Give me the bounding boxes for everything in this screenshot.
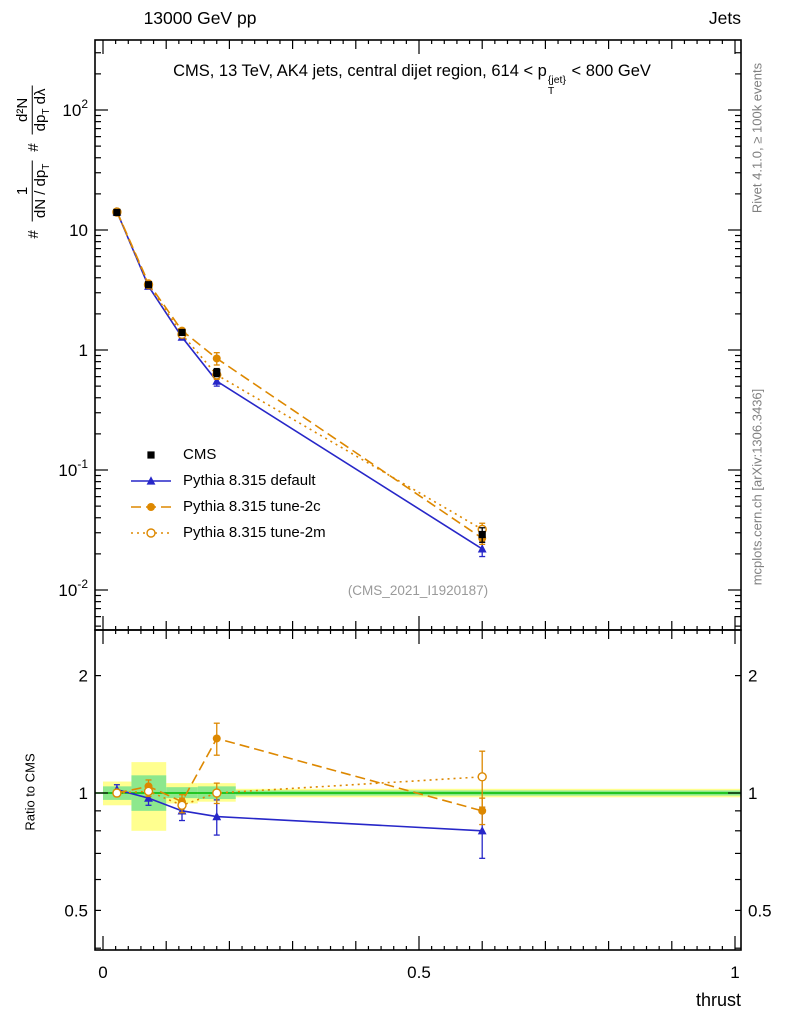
series-cms	[113, 208, 486, 543]
svg-text:0.5: 0.5	[748, 901, 772, 920]
svg-text:10-2: 10-2	[58, 577, 88, 600]
x-axis-label: thrust	[695, 990, 741, 1010]
svg-text:1: 1	[79, 341, 88, 360]
legend-label: Pythia 8.315 tune-2c	[183, 498, 321, 515]
series-pythia-8-315-tune-2m	[112, 750, 487, 814]
legend-item: Pythia 8.315 tune-2c	[128, 495, 326, 518]
svg-text:0.5: 0.5	[64, 901, 88, 920]
mcplots-arxiv-note: mcplots.cern.ch [arXiv:1306.3436]	[749, 388, 765, 586]
svg-text:102: 102	[62, 97, 88, 120]
legend-item: Pythia 8.315 tune-2m	[128, 521, 326, 544]
legend-marker-square-icon	[147, 450, 155, 459]
rivet-version-note: Rivet 4.1.0, ≥ 100k events	[749, 62, 765, 214]
hash-symbol: #	[24, 230, 42, 239]
svg-text:1: 1	[79, 784, 88, 803]
legend-label: CMS	[183, 446, 217, 463]
pt-jet-symbol: {jet} T	[547, 74, 566, 98]
header-beam-energy: 13000 GeV pp	[143, 8, 257, 28]
svg-text:10-1: 10-1	[58, 457, 88, 480]
svg-text:2: 2	[79, 667, 88, 686]
tick-labels: 102 10 1 10-1 10-2 2 2 1 1 0.5 0.5 0 0.5 1	[58, 97, 771, 982]
hash-symbol: #	[24, 143, 42, 152]
title-suffix: < 800 GeV	[566, 62, 651, 80]
plot-title: CMS, 13 TeV, AK4 jets, central dijet reg…	[78, 62, 746, 97]
svg-text:2: 2	[748, 667, 757, 686]
ratio-uncertainty-bands	[95, 762, 741, 831]
legend-marker-circle-icon	[131, 502, 171, 511]
main-y-axis-label: # 1 dN / dpT # d²N dpT dλ	[14, 85, 51, 239]
svg-text:0: 0	[98, 963, 107, 982]
legend-label: Pythia 8.315 tune-2m	[183, 524, 326, 541]
analysis-id-watermark: (CMS_2021_I1920187)	[347, 583, 489, 598]
series-pythia-8-315-tune-2c	[112, 722, 487, 826]
legend-item: Pythia 8.315 default	[128, 469, 326, 492]
panel-frames	[94, 39, 742, 951]
fraction-d2N-dpTdlambda: d²N dpT dλ	[14, 85, 51, 135]
legend-label: Pythia 8.315 default	[183, 472, 316, 489]
legend: CMS Pythia 8.315 default Pythia 8.315 tune…	[128, 443, 326, 544]
title-text: CMS, 13 TeV, AK4 jets, central dijet reg…	[173, 62, 547, 80]
svg-text:0.5: 0.5	[407, 963, 431, 982]
header-analysis-group: Jets	[708, 8, 741, 28]
svg-text:1: 1	[748, 784, 757, 803]
legend-marker-triangle-icon	[131, 475, 171, 485]
fraction-one-over-dNdpT: 1 dN / dpT	[14, 160, 51, 222]
ratio-y-axis-label: Ratio to CMS	[22, 753, 38, 831]
legend-item: CMS	[128, 443, 326, 466]
legend-marker-circle-open-icon	[131, 527, 171, 538]
svg-text:10: 10	[69, 221, 88, 240]
svg-text:1: 1	[730, 963, 739, 982]
